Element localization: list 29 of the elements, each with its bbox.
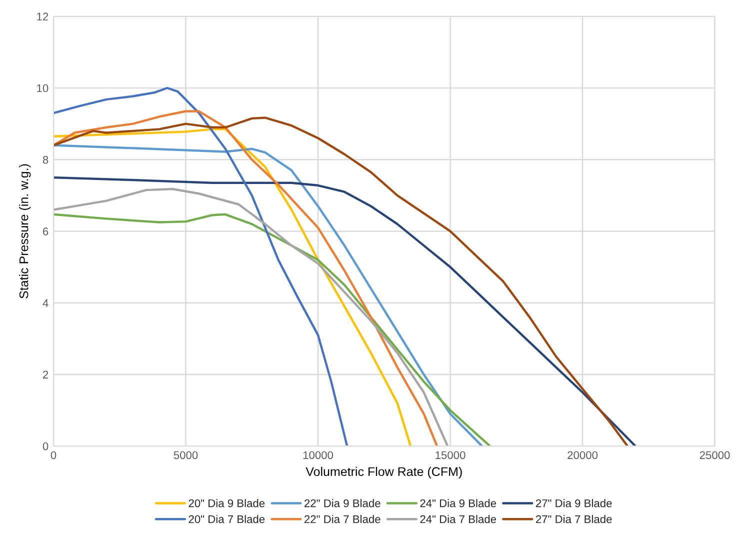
legend-label: 24" Dia 9 Blade <box>420 499 496 508</box>
x-tick-label: 20000 <box>568 451 598 460</box>
legend-label: 22" Dia 7 Blade <box>304 514 380 524</box>
line-series <box>53 188 449 446</box>
y-tick-label: 10 <box>37 84 48 92</box>
y-tick-label: 12 <box>37 12 48 20</box>
y-tick-label: 0 <box>42 442 48 450</box>
y-tick-label: 2 <box>43 370 48 378</box>
line-series <box>53 213 492 446</box>
legend-label: 24" Dia 7 Blade <box>420 514 496 524</box>
legend-label: 20" Dia 9 Blade <box>188 499 265 508</box>
y-axis-title: Static Pressure (in. w.g.) <box>19 164 31 298</box>
line-series <box>53 116 629 446</box>
x-tick-label: 15000 <box>436 451 466 460</box>
legend-label: 22" Dia 9 Blade <box>304 499 380 508</box>
legend-label: 27" Dia 9 Blade <box>536 499 612 508</box>
y-tick-label: 8 <box>42 156 48 164</box>
x-tick-label: 5000 <box>174 451 198 460</box>
y-tick-label: 4 <box>42 299 48 307</box>
x-tick-label: 10000 <box>303 451 334 460</box>
legend-label: 27" Dia 7 Blade <box>536 514 612 524</box>
line-series <box>53 86 348 446</box>
line-series <box>53 144 484 446</box>
y-tick-label: 6 <box>43 228 48 236</box>
x-tick-label: 0 <box>50 451 56 460</box>
line-series <box>53 176 637 446</box>
x-axis-title: Volumetric Flow Rate (CFM) <box>306 466 462 479</box>
x-tick-label: 25000 <box>700 451 730 460</box>
legend-label: 20" Dia 7 Blade <box>188 514 265 524</box>
